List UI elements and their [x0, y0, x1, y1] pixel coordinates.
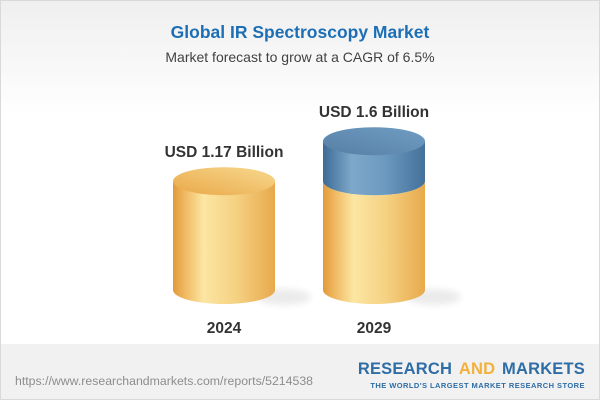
value-label-2024: USD 1.17 Billion — [165, 144, 284, 161]
cylinder-2029-base-segment — [323, 181, 425, 304]
researchandmarkets-logo: RESEARCH AND MARKETS THE WORLD'S LARGEST… — [358, 360, 585, 390]
chart-header: Global IR Spectroscopy Market Market for… — [1, 1, 599, 65]
logo-tagline: THE WORLD'S LARGEST MARKET RESEARCH STOR… — [370, 381, 585, 390]
value-label-2029: USD 1.6 Billion — [319, 104, 429, 121]
footer-bar: https://www.researchandmarkets.com/repor… — [1, 344, 599, 399]
cylinder-2029-top-face — [323, 127, 425, 156]
cylinder-2024-top-face — [173, 167, 275, 196]
cylinder-2024-body — [173, 181, 275, 304]
logo-wordmark: RESEARCH AND MARKETS — [358, 360, 585, 379]
report-url[interactable]: https://www.researchandmarkets.com/repor… — [15, 374, 314, 388]
category-label-2029: 2029 — [357, 320, 392, 337]
logo-word-markets: MARKETS — [502, 360, 585, 378]
cylinder-2029-growth-segment — [323, 141, 425, 196]
page-subtitle: Market forecast to grow at a CAGR of 6.5… — [165, 49, 435, 65]
logo-word-research: RESEARCH — [357, 360, 453, 378]
logo-word-and: AND — [458, 360, 496, 378]
chart-canvas: USD 1.17 Billion USD 1.6 Billion 2024 20… — [165, 104, 461, 337]
cylinder-layer — [173, 127, 461, 305]
page-title: Global IR Spectroscopy Market — [170, 22, 430, 42]
category-label-2024: 2024 — [207, 320, 242, 337]
